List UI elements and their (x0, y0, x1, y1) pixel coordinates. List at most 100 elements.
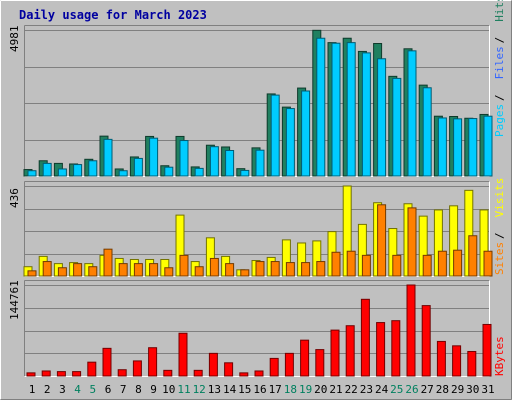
kbytes-bar (436, 340, 446, 377)
pages-bar (42, 162, 52, 177)
day-tick-label: 8 (135, 383, 142, 396)
sites-bar (255, 261, 265, 277)
sites-bar (437, 250, 447, 277)
kbytes-bar (87, 361, 97, 377)
kbytes-bar (269, 357, 279, 377)
kbytes-bar (467, 350, 477, 377)
kbytes-bar (178, 332, 188, 377)
day-tick-label: 7 (120, 383, 127, 396)
chart-title: Daily usage for March 2023 (19, 8, 207, 22)
day-tick-label: 23 (360, 383, 373, 396)
sites-bar (133, 263, 143, 277)
sites-bar (73, 263, 83, 277)
day-tick-label: 12 (193, 383, 206, 396)
day-tick-label: 19 (299, 383, 312, 396)
kbytes-bar (421, 305, 431, 377)
sites-bar (88, 266, 98, 277)
pages-bar (73, 164, 83, 177)
kbytes-bar (330, 329, 340, 377)
day-tick-label: 6 (105, 383, 112, 396)
pages-bar (179, 140, 189, 177)
legend-hits: Hits (493, 0, 506, 22)
pages-bar (377, 58, 387, 177)
day-tick-label: 15 (238, 383, 251, 396)
sites-bar (301, 262, 311, 277)
pages-bar (407, 50, 417, 177)
kbytes-bar (345, 325, 355, 377)
day-tick-label: 24 (375, 383, 389, 396)
pages-bar (346, 42, 356, 177)
day-tick-label: 1 (29, 383, 36, 396)
pages-bar (316, 37, 326, 177)
day-tick-label: 29 (451, 383, 464, 396)
sites-bar (407, 207, 417, 277)
sites-bar (270, 261, 280, 277)
sites-bar (377, 204, 387, 277)
sites-bar (422, 254, 432, 277)
day-tick-label: 2 (44, 383, 51, 396)
day-tick-label: 25 (390, 383, 403, 396)
kbytes-bar (41, 370, 51, 377)
hits-ymax-label: 4981 (8, 26, 21, 53)
sites-bar (118, 263, 128, 277)
pages-bar (240, 169, 250, 177)
kbytes-bar (254, 370, 264, 377)
day-tick-label: 16 (253, 383, 266, 396)
day-tick-label: 4 (74, 383, 81, 396)
pages-bar (437, 117, 447, 177)
day-tick-label: 11 (177, 383, 190, 396)
pages-bar (133, 157, 143, 177)
legend-separator: / (493, 232, 506, 239)
kbytes-bar (376, 322, 386, 377)
kbytes-bar (132, 360, 142, 377)
visits-ymax-label: 436 (8, 188, 21, 208)
sites-bar (103, 248, 113, 277)
sites-bar (149, 263, 159, 277)
day-tick-label: 3 (59, 383, 66, 396)
kbytes-bar (208, 352, 218, 377)
kbytes-bar (482, 323, 492, 377)
pages-bar (468, 118, 478, 177)
pages-bar (27, 170, 37, 177)
kbytes-bar (284, 352, 294, 377)
legend-sites: Sites (493, 242, 506, 275)
legend-separator: / (493, 94, 506, 101)
pages-bar (118, 170, 128, 177)
day-tick-label: 21 (329, 383, 342, 396)
sites-bar (57, 267, 67, 277)
sites-bar (483, 250, 493, 277)
legend-pages: Pages (493, 104, 506, 137)
day-tick-label: 30 (466, 383, 479, 396)
pages-bar (194, 167, 204, 177)
day-tick-label: 17 (269, 383, 282, 396)
pages-bar (149, 137, 159, 177)
day-tick-label: 14 (223, 383, 237, 396)
legend-files: Files (493, 46, 506, 79)
pages-bar (103, 138, 113, 177)
kbytes-bar (163, 369, 173, 377)
pages-bar (270, 94, 280, 177)
kbytes-bar (193, 369, 203, 377)
sites-bar (194, 266, 204, 277)
pages-bar (361, 52, 371, 177)
pages-bar (301, 90, 311, 177)
sites-bar (240, 269, 250, 277)
pages-bar (483, 115, 493, 177)
pages-bar (164, 166, 174, 177)
day-tick-label: 31 (481, 383, 494, 396)
day-tick-label: 28 (436, 383, 449, 396)
legend-separator: / (493, 37, 506, 44)
kbytes-bar (391, 320, 401, 377)
kbytes-ymax-label: 144761 (8, 280, 21, 320)
sites-bar (331, 251, 341, 277)
day-tick-label: 26 (405, 383, 418, 396)
pages-bar (225, 149, 235, 177)
kbytes-bar (102, 347, 112, 377)
kbytes-bar (224, 362, 234, 377)
kbytes-bar (56, 371, 66, 377)
pages-bar (453, 118, 463, 177)
kbytes-bar (300, 339, 310, 377)
day-tick-label: 18 (284, 383, 297, 396)
